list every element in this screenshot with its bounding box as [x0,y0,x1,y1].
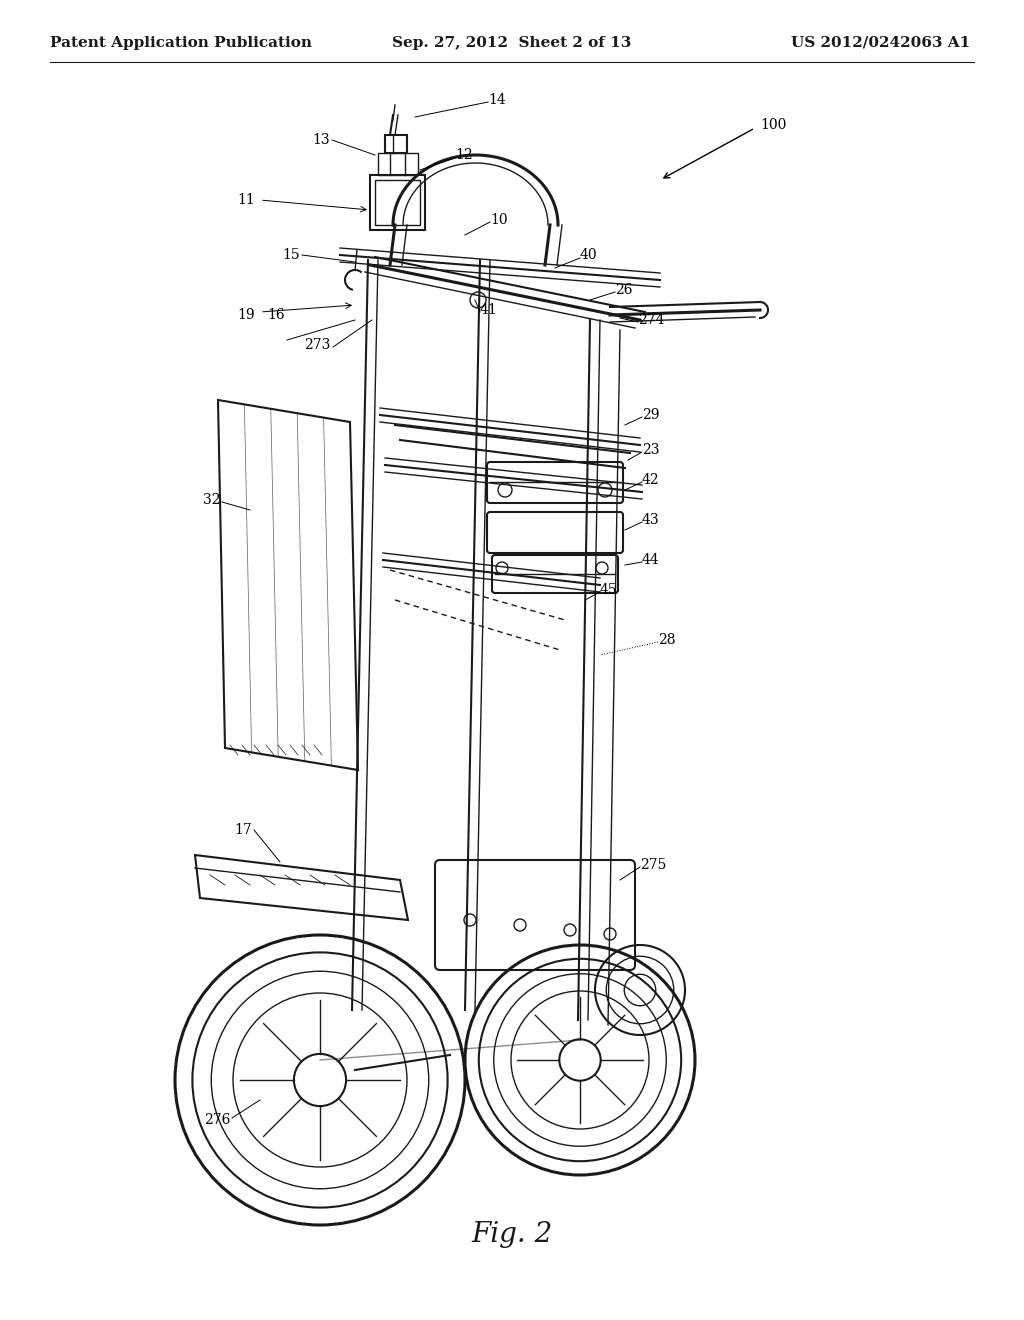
Text: 17: 17 [234,822,252,837]
Text: 26: 26 [615,282,633,297]
Text: 274: 274 [638,313,665,327]
Text: Patent Application Publication: Patent Application Publication [50,36,312,50]
Text: Sep. 27, 2012  Sheet 2 of 13: Sep. 27, 2012 Sheet 2 of 13 [392,36,632,50]
Text: 100: 100 [760,117,786,132]
Bar [378,153,418,176]
Text: 16: 16 [267,308,285,322]
Text: 45: 45 [600,583,617,597]
Text: 23: 23 [642,444,659,457]
Bar [375,180,420,224]
Text: 276: 276 [204,1113,230,1127]
Text: 29: 29 [642,408,659,422]
Text: 273: 273 [304,338,330,352]
Text: 13: 13 [312,133,330,147]
Text: 12: 12 [455,148,473,162]
Text: 19: 19 [238,308,255,322]
Text: 11: 11 [238,193,255,207]
Text: 275: 275 [640,858,667,873]
Text: 15: 15 [283,248,300,261]
Text: 40: 40 [580,248,598,261]
Text: Fig. 2: Fig. 2 [471,1221,553,1249]
Text: 42: 42 [642,473,659,487]
Text: 14: 14 [488,92,506,107]
Text: 32: 32 [203,492,220,507]
Bar [370,176,425,230]
Text: 10: 10 [490,213,508,227]
Text: 43: 43 [642,513,659,527]
Bar [385,135,407,153]
Text: US 2012/0242063 A1: US 2012/0242063 A1 [791,36,970,50]
Text: 28: 28 [658,634,676,647]
Text: 44: 44 [642,553,659,568]
Text: 41: 41 [480,304,498,317]
